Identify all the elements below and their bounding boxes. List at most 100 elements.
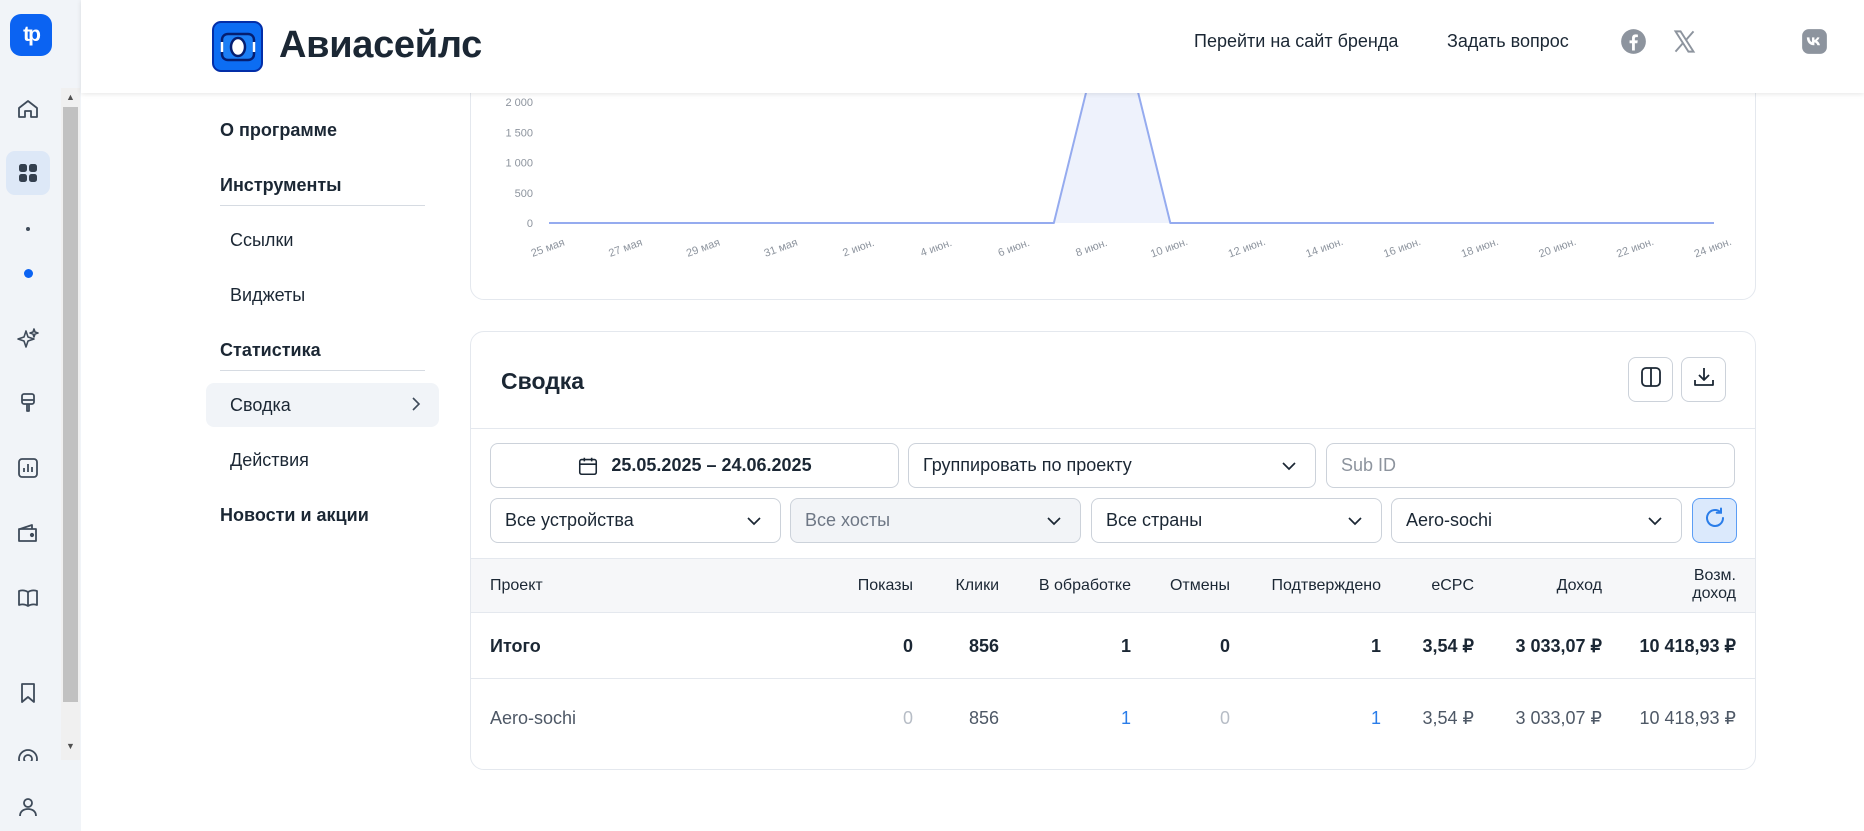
date-range-value: 25.05.2025 – 24.06.2025	[611, 455, 812, 475]
row-processing-link[interactable]: 1	[1120, 708, 1131, 728]
user-icon[interactable]	[6, 785, 50, 829]
vk-icon[interactable]	[1801, 28, 1828, 55]
hosts-select[interactable]: Все хосты	[790, 498, 1081, 543]
download-button[interactable]	[1681, 357, 1726, 402]
book-icon[interactable]	[6, 576, 50, 620]
row-confirmed-link[interactable]: 1	[1370, 708, 1381, 728]
brush-icon[interactable]	[6, 381, 50, 425]
nav-divider	[220, 205, 425, 206]
x-tick-label: 29 мая	[685, 237, 722, 260]
nav-summary-item[interactable]: Сводка	[206, 383, 439, 427]
total-processing: 1	[1120, 636, 1131, 656]
row-divider	[471, 678, 1755, 679]
col-shows[interactable]: Показы	[857, 577, 913, 594]
y-tick-label: 500	[515, 188, 533, 200]
brand-name: Авиасейлс	[279, 24, 482, 66]
scroll-up-icon[interactable]: ▲	[66, 92, 75, 102]
columns-button[interactable]	[1628, 357, 1673, 402]
x-tick-label: 2 июн.	[841, 237, 876, 259]
x-icon[interactable]	[1671, 28, 1698, 55]
card-divider	[471, 428, 1755, 429]
nav-links[interactable]: Ссылки	[230, 230, 294, 250]
app-logo[interactable]: tp	[10, 14, 52, 56]
x-tick-label: 8 июн.	[1074, 237, 1109, 259]
calendar-icon	[577, 455, 599, 477]
brand-logo[interactable]	[212, 21, 263, 72]
nav-stats[interactable]: Статистика	[220, 340, 321, 360]
col-income[interactable]: Доход	[1556, 577, 1602, 594]
y-tick-label: 1 500	[505, 127, 533, 139]
stats-chart-card: 0 500 1 000 1 500 2 000 25 мая 27 мая 29 мая 31 …	[470, 60, 1756, 300]
app-rail: tp ▲ ▼	[0, 0, 81, 831]
x-tick-label: 24 июн.	[1693, 236, 1734, 261]
date-range-picker[interactable]: 25.05.2025 – 24.06.2025	[490, 443, 899, 488]
col-project[interactable]: Проект	[490, 577, 543, 594]
table-header: Проект Показы Клики В обработке Отмены П…	[471, 558, 1755, 613]
hosts-value: Все хосты	[805, 510, 891, 530]
y-tick-label: 2 000	[505, 97, 533, 109]
x-tick-label: 4 июн.	[919, 237, 954, 259]
ask-question-link[interactable]: Задать вопрос	[1447, 31, 1569, 51]
rail-scrollbar-thumb[interactable]	[63, 107, 78, 702]
x-tick-label: 25 мая	[530, 237, 567, 260]
nav-tools[interactable]: Инструменты	[220, 175, 342, 195]
refresh-button[interactable]	[1692, 498, 1737, 543]
total-possible-income: 10 418,93 ₽	[1639, 636, 1736, 656]
col-processing[interactable]: В обработке	[1038, 577, 1131, 594]
subid-placeholder: Sub ID	[1341, 455, 1397, 475]
home-icon[interactable]	[6, 87, 50, 131]
wallet-icon[interactable]	[6, 511, 50, 555]
x-tick-label: 22 июн.	[1615, 236, 1656, 261]
countries-value: Все страны	[1106, 510, 1203, 530]
chevron-down-icon	[1044, 511, 1064, 536]
nav-divider	[220, 370, 425, 371]
table-row-total: Итого 0 856 1 0 1 3,54 ₽ 3 033,07 ₽ 10 4…	[471, 614, 1755, 678]
summary-card: Сводка 25.05.2025 – 24.06.2025 Группиров…	[470, 331, 1756, 770]
chart-icon[interactable]	[6, 446, 50, 490]
row-clicks: 856	[968, 708, 999, 728]
devices-select[interactable]: Все устройства	[490, 498, 781, 543]
lifebuoy-icon[interactable]	[6, 737, 50, 761]
row-shows: 0	[902, 708, 913, 728]
total-ecpc: 3,54 ₽	[1422, 636, 1475, 656]
project-value: Aero-sochi	[1406, 510, 1493, 530]
nav-actions[interactable]: Действия	[230, 450, 309, 470]
facebook-icon[interactable]	[1620, 28, 1647, 55]
nav-news[interactable]: Новости и акции	[220, 505, 369, 525]
subid-input[interactable]: Sub ID	[1326, 443, 1735, 488]
table-row[interactable]: Aero-sochi 0 856 1 0 1 3,54 ₽ 3 033,07 ₽…	[471, 679, 1755, 767]
col-ecpc[interactable]: eCPC	[1431, 577, 1474, 594]
subnav-dot-active[interactable]	[24, 269, 33, 278]
nav-widgets[interactable]: Виджеты	[230, 285, 306, 305]
chevron-down-icon	[744, 511, 764, 536]
dashboard-icon[interactable]	[6, 151, 50, 195]
row-income: 3 033,07 ₽	[1515, 708, 1602, 728]
chevron-down-icon	[1645, 511, 1665, 536]
x-tick-label: 20 июн.	[1537, 236, 1578, 261]
nav-summary-label: Сводка	[230, 395, 291, 415]
nav-about[interactable]: О программе	[220, 120, 338, 140]
col-clicks[interactable]: Клики	[955, 577, 999, 594]
project-select[interactable]: Aero-sochi	[1391, 498, 1682, 543]
chevron-down-icon	[1345, 511, 1365, 536]
col-cancels[interactable]: Отмены	[1169, 577, 1230, 594]
group-by-select[interactable]: Группировать по проекту	[908, 443, 1316, 488]
top-header: Авиасейлс Перейти на сайт бренда Задать …	[81, 0, 1864, 93]
total-cancels: 0	[1219, 636, 1230, 656]
subnav-dot[interactable]	[26, 227, 30, 231]
bookmark-icon[interactable]	[6, 671, 50, 715]
sparkles-icon[interactable]	[6, 317, 50, 361]
scroll-down-icon[interactable]: ▼	[66, 741, 75, 751]
brand-site-link[interactable]: Перейти на сайт бренда	[1194, 31, 1399, 51]
x-tick-label: 12 июн.	[1227, 236, 1268, 261]
col-possible-income-line1: Возм.	[1693, 567, 1736, 584]
col-possible-income[interactable]: Возм. доход	[1692, 567, 1736, 603]
total-confirmed: 1	[1370, 636, 1381, 656]
row-possible-income: 10 418,93 ₽	[1639, 708, 1736, 728]
row-project: Aero-sochi	[490, 708, 577, 728]
x-tick-label: 6 июн.	[997, 237, 1032, 259]
devices-value: Все устройства	[505, 510, 634, 530]
col-confirmed[interactable]: Подтверждено	[1271, 577, 1382, 594]
countries-select[interactable]: Все страны	[1091, 498, 1382, 543]
x-tick-label: 18 июн.	[1460, 236, 1501, 261]
